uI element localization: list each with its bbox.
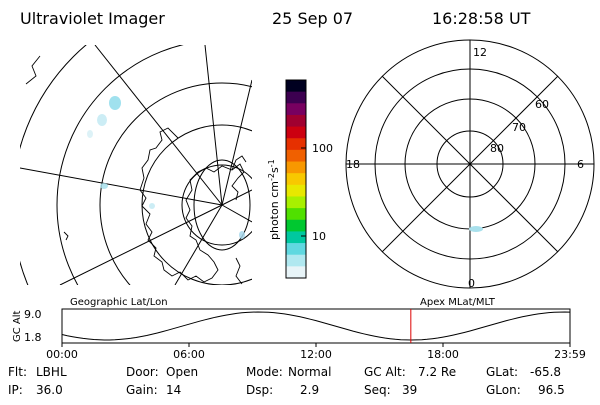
mlt-label-0: 0 — [468, 277, 475, 290]
info-mode-key: Mode: — [246, 365, 283, 379]
info-glat-key: GLat: — [486, 365, 518, 379]
mlt-label-18: 18 — [346, 158, 360, 171]
mlt-line — [381, 75, 559, 253]
geographic-map — [20, 45, 252, 285]
info-seq-key: Seq: — [364, 383, 391, 397]
info-filter-key: Flt: — [8, 365, 27, 379]
info-glon-value: 96.5 — [538, 383, 565, 397]
lat-circle — [99, 82, 252, 285]
colorbar-band — [286, 219, 306, 233]
colorbar-frame — [285, 79, 307, 279]
meridian-line — [20, 167, 223, 206]
timeline-tick-label: 23:59 — [554, 348, 586, 361]
info-door-key: Door: — [126, 365, 159, 379]
info-dsp-value: 2.9 — [300, 383, 319, 397]
mlt-label-12: 12 — [473, 46, 487, 59]
colorbar-band — [286, 231, 306, 244]
orbit-timeline: Geographic Lat/Lon Apex MLat/MLT GC Alt … — [12, 297, 586, 361]
info-door-value: Open — [166, 365, 198, 379]
info-gcalt-value: 7.2 Re — [418, 365, 456, 379]
info-ip-value: 36.0 — [36, 383, 63, 397]
colorbar-band — [286, 243, 306, 256]
meridian-line — [204, 45, 223, 206]
lat-circle — [56, 45, 184, 285]
emission-patch — [149, 203, 155, 209]
lat-circle — [20, 45, 87, 285]
meridian-line — [221, 79, 252, 206]
colorbar-band — [286, 80, 306, 93]
emission-patch — [87, 130, 93, 138]
emission-patch — [469, 226, 483, 232]
info-gcalt-key: GC Alt: — [364, 365, 406, 379]
colorbar-unit-label: photon cm-2s-1 — [267, 159, 281, 240]
label-mask — [471, 45, 487, 57]
emission-patch — [239, 231, 245, 239]
mlat-label-80: 80 — [490, 142, 504, 155]
observation-time: 16:28:58 UT — [432, 9, 531, 28]
info-glon-key: GLon: — [486, 383, 521, 397]
colorbar-band — [286, 91, 306, 104]
coastline-fragment — [63, 231, 69, 241]
meridian-line — [221, 204, 252, 223]
emission-patch — [100, 183, 108, 189]
coastline-fragment — [235, 257, 243, 285]
coastline-fragment — [25, 55, 41, 85]
info-gain-value: 14 — [166, 383, 181, 397]
timeline-axis-label: GC Alt — [12, 310, 23, 342]
colorbar-tick-label: 100 — [312, 142, 333, 155]
magnetic-polar-map — [345, 39, 595, 289]
emission-patch — [97, 114, 107, 126]
colorbar-band — [286, 161, 306, 174]
left-map-label: Geographic Lat/Lon — [70, 297, 168, 308]
timeline-y-min: 1.8 — [24, 331, 42, 344]
coastline — [139, 127, 245, 283]
mlat-label-70: 70 — [512, 121, 526, 134]
colorbar-band — [286, 103, 306, 116]
colorbar-band — [286, 196, 306, 209]
timeline-tick-label: 00:00 — [46, 348, 78, 361]
colorbar-tick-label: 10 — [312, 230, 326, 243]
instrument-title: Ultraviolet Imager — [20, 9, 165, 28]
colorbar-scale — [286, 80, 306, 279]
timeline-tick-label: 18:00 — [427, 348, 459, 361]
colorbar-band — [286, 254, 306, 267]
right-map-label: Apex MLat/MLT — [420, 297, 496, 308]
colorbar-band — [286, 208, 306, 221]
colorbar-band — [286, 173, 306, 186]
info-glat-value: -65.8 — [530, 365, 561, 379]
emission-patch — [109, 96, 121, 110]
info-ip-key: IP: — [8, 383, 23, 397]
timeline-tick-label: 12:00 — [300, 348, 332, 361]
status-info: Flt: LBHL Door: Open Mode: Normal GC Alt… — [8, 365, 565, 397]
colorbar-band — [286, 266, 306, 279]
timeline-y-max: 9.0 — [24, 308, 42, 321]
colorbar-band — [286, 126, 306, 139]
lat-circle — [181, 164, 252, 246]
info-dsp-key: Dsp: — [246, 383, 273, 397]
colorbar-band — [286, 138, 306, 151]
colorbar-band — [286, 149, 306, 163]
timeline-tick-label: 06:00 — [173, 348, 205, 361]
meridian-line — [174, 204, 223, 285]
info-seq-value: 39 — [402, 383, 417, 397]
info-mode-value: Normal — [288, 365, 331, 379]
info-filter-value: LBHL — [36, 365, 67, 379]
timeline-ticks — [61, 343, 571, 347]
coastline-peninsula — [231, 155, 247, 171]
colorbar-band — [286, 184, 306, 198]
colorbar: 100 10 photon cm-2s-1 — [267, 79, 333, 279]
mlat-label-60: 60 — [535, 98, 549, 111]
info-gain-key: Gain: — [126, 383, 158, 397]
timeline-frame — [61, 308, 571, 344]
colorbar-band — [286, 114, 306, 128]
altitude-curve — [61, 311, 571, 341]
view-ellipse — [193, 159, 251, 251]
mlt-label-6: 6 — [577, 158, 584, 171]
observation-date: 25 Sep 07 — [272, 9, 353, 28]
meridian-line — [94, 45, 223, 206]
